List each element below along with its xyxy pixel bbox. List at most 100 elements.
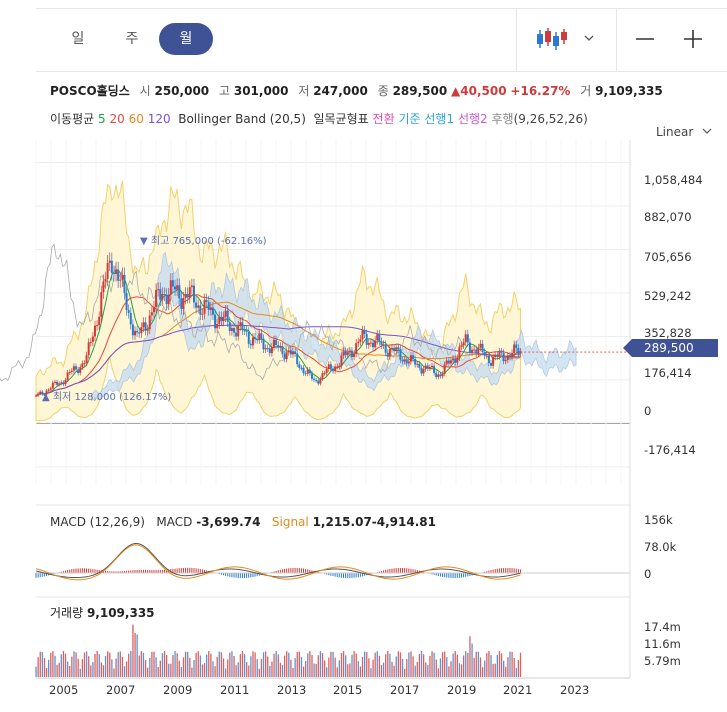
volume-bar — [71, 656, 73, 677]
candle-body — [496, 354, 499, 357]
candle-body — [374, 340, 377, 348]
volume-bar — [406, 659, 408, 677]
macd-value: -3,699.74 — [196, 515, 261, 529]
volume-bar — [109, 652, 111, 677]
candle-body — [479, 343, 482, 348]
zoom-in-button[interactable] — [682, 24, 704, 54]
close-label: 종 — [377, 84, 389, 98]
volume-bar — [361, 657, 364, 677]
candle-body — [222, 316, 225, 322]
volume-bar — [418, 653, 421, 677]
candle-body — [367, 342, 370, 345]
candle-body — [125, 293, 128, 311]
ma120-label: 120 — [147, 112, 171, 126]
volume-bar — [208, 651, 210, 677]
candle-body — [262, 338, 265, 350]
bollinger-label[interactable]: Bollinger Band (20,5) — [178, 112, 306, 126]
ichimoku-label[interactable]: 일목균형표 — [313, 112, 369, 126]
volume-bar — [125, 661, 128, 677]
current-price-tag: 289,500 — [623, 339, 718, 357]
candle-body — [155, 289, 158, 307]
candle-body — [340, 355, 343, 366]
volume-bar — [519, 652, 522, 677]
volume-bar — [88, 656, 90, 677]
change-pct: +16.27% — [510, 84, 571, 98]
volume-bar — [128, 653, 130, 677]
volume-bar — [132, 624, 134, 677]
tab-day[interactable]: 일 — [71, 31, 85, 47]
volume-bar — [412, 656, 414, 677]
candle-body — [447, 360, 450, 364]
candle-body — [58, 383, 61, 385]
volume-value: 9,109,335 — [595, 84, 663, 98]
chart-type-button[interactable] — [530, 24, 600, 54]
ma-label[interactable]: 이동평균 — [50, 112, 95, 126]
candle-body — [62, 382, 65, 385]
volume-bar — [475, 651, 477, 677]
volume-bar — [435, 659, 437, 677]
candle-body — [35, 395, 37, 397]
macd-axis-label: 78.0k — [644, 540, 677, 554]
volume-bar — [66, 661, 69, 677]
candle-body — [148, 315, 151, 330]
volume-bar — [161, 653, 164, 677]
candle-body — [401, 359, 404, 362]
candle-body — [66, 372, 69, 380]
volume-bar — [385, 654, 387, 677]
candle-body — [152, 306, 155, 313]
volume-bar — [279, 662, 282, 677]
candle-body — [129, 312, 132, 325]
zoom-out-button[interactable] — [634, 24, 656, 54]
volume-bar — [456, 654, 458, 677]
volume-bar — [54, 655, 56, 677]
volume-bar — [197, 651, 199, 677]
volume-bar — [241, 651, 244, 677]
macd-axis-label: 0 — [644, 567, 652, 581]
candle-body — [41, 391, 44, 395]
change-value: ▲40,500 — [451, 84, 507, 98]
volume-axis-label: 5.79m — [644, 654, 681, 668]
scale-mode-select[interactable]: Linear — [656, 125, 713, 139]
candle-body — [323, 373, 326, 375]
volume-bar — [62, 651, 65, 677]
volume-bar — [41, 651, 44, 677]
candle-body — [247, 331, 250, 344]
volume-bar — [433, 652, 435, 677]
candle-body — [485, 355, 488, 357]
candle-body — [344, 351, 347, 355]
candle-body — [72, 366, 75, 371]
candle-body — [96, 325, 99, 327]
candle-body — [159, 289, 162, 300]
volume-bar — [462, 655, 465, 677]
volume-bar — [248, 665, 250, 677]
volume-bar — [469, 636, 471, 677]
high-value: 301,000 — [233, 84, 289, 98]
volume-bar — [507, 657, 509, 677]
volume-bar — [357, 661, 359, 677]
volume-bar — [180, 667, 183, 677]
candle-body — [357, 341, 360, 344]
volume-bar — [425, 662, 427, 677]
candle-body — [237, 325, 240, 337]
volume-bar — [467, 652, 469, 677]
tab-week[interactable]: 주 — [125, 31, 139, 47]
volume-bar — [151, 651, 153, 677]
candle-body — [178, 285, 181, 299]
volume-bar — [323, 660, 326, 677]
volume-bar — [454, 651, 456, 677]
candle-body — [218, 316, 221, 324]
divider — [516, 9, 517, 71]
volume-bar — [404, 668, 406, 677]
candle-body — [283, 354, 286, 360]
volume-bar — [100, 662, 102, 677]
volume-bar — [239, 654, 242, 677]
tab-month[interactable]: 월 — [159, 23, 213, 55]
stock-summary: POSCO홀딩스 시 250,000 고 301,000 저 247,000 종… — [50, 82, 663, 99]
candle-body — [144, 322, 147, 331]
ichimoku-base: 기준 — [398, 112, 421, 126]
volume-bar — [218, 651, 220, 677]
ichimoku-conversion: 전환 — [372, 112, 395, 126]
candle-body — [334, 366, 337, 372]
volume-bar — [389, 653, 391, 677]
